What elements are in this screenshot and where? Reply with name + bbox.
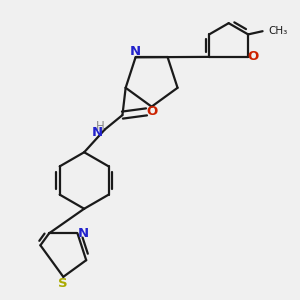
Text: N: N xyxy=(130,45,141,58)
Text: S: S xyxy=(58,277,68,290)
Text: N: N xyxy=(78,227,89,240)
Text: O: O xyxy=(146,105,157,119)
Text: CH₃: CH₃ xyxy=(268,26,288,36)
Text: N: N xyxy=(92,126,103,139)
Text: H: H xyxy=(96,121,104,134)
Text: O: O xyxy=(248,50,259,63)
